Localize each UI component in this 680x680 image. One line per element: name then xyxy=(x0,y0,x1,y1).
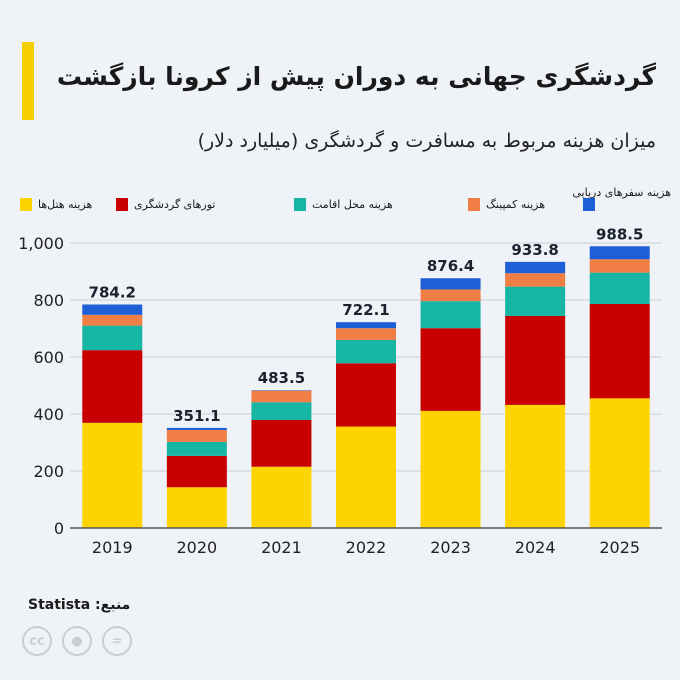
bar-segment xyxy=(505,286,566,316)
bar-segment xyxy=(420,328,481,411)
cc-icon: cc xyxy=(22,626,52,656)
legend-label: هزینه کمپینگ xyxy=(486,198,546,211)
bar-segment xyxy=(166,455,227,488)
attribution-icon: ● xyxy=(62,626,92,656)
total-label: 784.2 xyxy=(89,284,136,302)
chart-subtitle: میزان هزینه مربوط به مسافرت و گردشگری (م… xyxy=(197,130,656,152)
bar-segment xyxy=(505,315,566,405)
legend-label: هزینه هتل‌ها xyxy=(38,198,93,211)
bar-segment xyxy=(420,301,481,329)
bar-segment xyxy=(420,289,481,302)
bar-segment xyxy=(166,487,227,528)
bar-segment xyxy=(589,259,650,273)
bar-segment xyxy=(589,303,650,399)
bar-segment xyxy=(251,402,312,420)
no-derivatives-icon: = xyxy=(102,626,132,656)
legend-item-hotels: هزینه هتل‌ها xyxy=(20,198,92,214)
y-tick-label: 600 xyxy=(33,348,64,367)
legend-swatch xyxy=(116,198,128,211)
bar-segment xyxy=(166,429,227,442)
legend-item-cruise: هزینه سفرهای دریایی xyxy=(572,186,671,214)
total-label: 722.1 xyxy=(342,301,389,319)
accent-bar xyxy=(22,42,34,120)
bar-segment xyxy=(251,466,312,528)
legend-item-camping: هزینه کمپینگ xyxy=(468,198,545,214)
y-tick-label: 1,000 xyxy=(18,234,64,253)
bar-segment xyxy=(420,410,481,528)
bar-segment xyxy=(82,350,143,423)
bar-segment xyxy=(420,278,481,290)
bar-segment xyxy=(589,272,650,304)
bar-segment xyxy=(336,363,396,427)
total-label: 483.5 xyxy=(258,369,305,387)
x-tick-label: 2022 xyxy=(346,538,387,557)
total-label: 351.1 xyxy=(173,407,220,425)
bar-segment xyxy=(336,426,396,528)
bar-segment xyxy=(166,441,227,456)
y-tick-label: 0 xyxy=(54,519,64,538)
bar-segment xyxy=(336,328,396,340)
bar-segment xyxy=(336,322,396,329)
bar-segment xyxy=(82,314,143,326)
legend-item-tours: تورهای گردشگری xyxy=(116,198,216,214)
legend-swatch xyxy=(20,198,32,211)
bar-segment xyxy=(589,246,650,260)
legend-swatch xyxy=(583,198,595,211)
x-tick-label: 2025 xyxy=(599,538,640,557)
x-tick-label: 2024 xyxy=(515,538,556,557)
bar-segment xyxy=(251,390,312,403)
bar-segment xyxy=(82,422,143,528)
bar-segment xyxy=(251,419,312,467)
y-tick-label: 200 xyxy=(33,462,64,481)
total-label: 876.4 xyxy=(427,257,474,275)
bar-segment xyxy=(505,273,566,287)
total-label: 933.8 xyxy=(511,241,558,259)
x-tick-label: 2021 xyxy=(261,538,302,557)
x-tick-label: 2020 xyxy=(176,538,217,557)
bar-segment xyxy=(82,304,143,315)
total-label: 988.5 xyxy=(596,225,643,243)
x-tick-label: 2019 xyxy=(92,538,133,557)
y-tick-label: 400 xyxy=(33,405,64,424)
bar-segment xyxy=(82,325,143,351)
legend-label: هزینه محل اقامت xyxy=(312,198,393,211)
y-tick-label: 800 xyxy=(33,291,64,310)
legend-label: تورهای گردشگری xyxy=(134,198,216,211)
legend-swatch xyxy=(468,198,480,211)
bar-segment xyxy=(166,427,227,430)
source-note: منبع: Statista xyxy=(28,597,131,613)
bar-segment xyxy=(336,339,396,364)
bar-segment xyxy=(505,404,566,528)
legend-item-accommodation: هزینه محل اقامت xyxy=(294,198,393,214)
chart-title: گردشگری جهانی به دوران پیش از کرونا بازگ… xyxy=(56,62,656,91)
bar-segment xyxy=(589,398,650,528)
bar-segment xyxy=(505,261,566,274)
legend-label: هزینه سفرهای دریایی xyxy=(572,186,671,199)
x-tick-label: 2023 xyxy=(430,538,471,557)
legend-swatch xyxy=(294,198,306,211)
